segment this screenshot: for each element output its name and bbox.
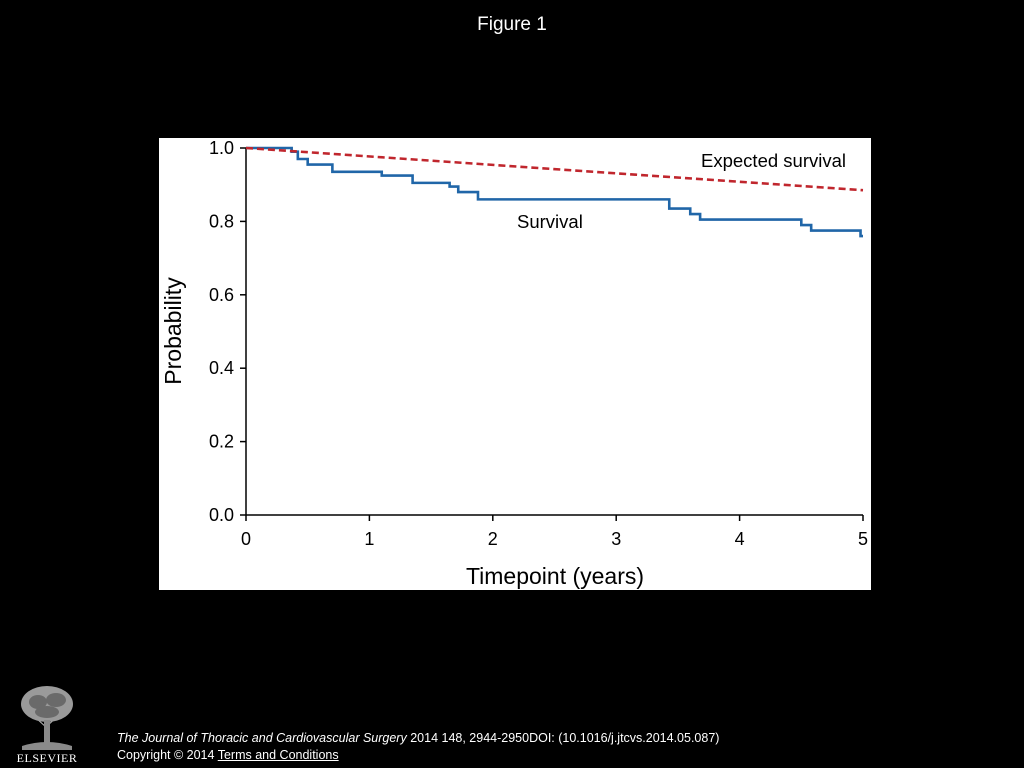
x-tick-label: 5 (858, 529, 868, 549)
survival-label: Survival (517, 211, 583, 232)
terms-and-conditions-link[interactable]: Terms and Conditions (217, 748, 339, 762)
x-tick-label: 1 (364, 529, 374, 549)
citation-details: 2014 148, 2944-2950DOI: (10.1016/j.jtcvs… (406, 731, 720, 745)
x-tick-label: 0 (241, 529, 251, 549)
copyright-line: Copyright © 2014 Terms and Conditions (117, 748, 339, 762)
x-tick-label: 2 (488, 529, 498, 549)
y-tick-label: 0.0 (209, 505, 234, 525)
expected-survival-label: Expected survival (701, 150, 846, 171)
x-tick-label: 4 (735, 529, 745, 549)
x-tick-label: 3 (611, 529, 621, 549)
x-axis-label: Timepoint (years) (466, 563, 644, 589)
citation-text: The Journal of Thoracic and Cardiovascul… (117, 731, 719, 745)
y-axis-label: Probability (160, 277, 186, 385)
slide-title: Figure 1 (477, 14, 547, 35)
elsevier-logo: ELSEVIER (8, 680, 86, 765)
citation-journal: The Journal of Thoracic and Cardiovascul… (117, 731, 407, 745)
y-tick-label: 0.4 (209, 358, 234, 378)
figure-panel: Timepoint (years) Probability 0 1 2 3 4 5 0.0 0… (159, 138, 871, 590)
y-tick-label: 0.2 (209, 432, 234, 452)
y-tick-label: 0.6 (209, 285, 234, 305)
expected-survival-line (245, 146, 864, 192)
y-tick-label: 0.8 (209, 211, 234, 231)
elsevier-logo-text: ELSEVIER (17, 751, 78, 764)
survival-chart: Timepoint (years) Probability 0 1 2 3 4 5 0.0 0… (160, 138, 868, 589)
copyright-text: Copyright © 2014 (117, 748, 218, 762)
y-tick-label: 1.0 (209, 138, 234, 158)
survival-line (246, 146, 863, 238)
